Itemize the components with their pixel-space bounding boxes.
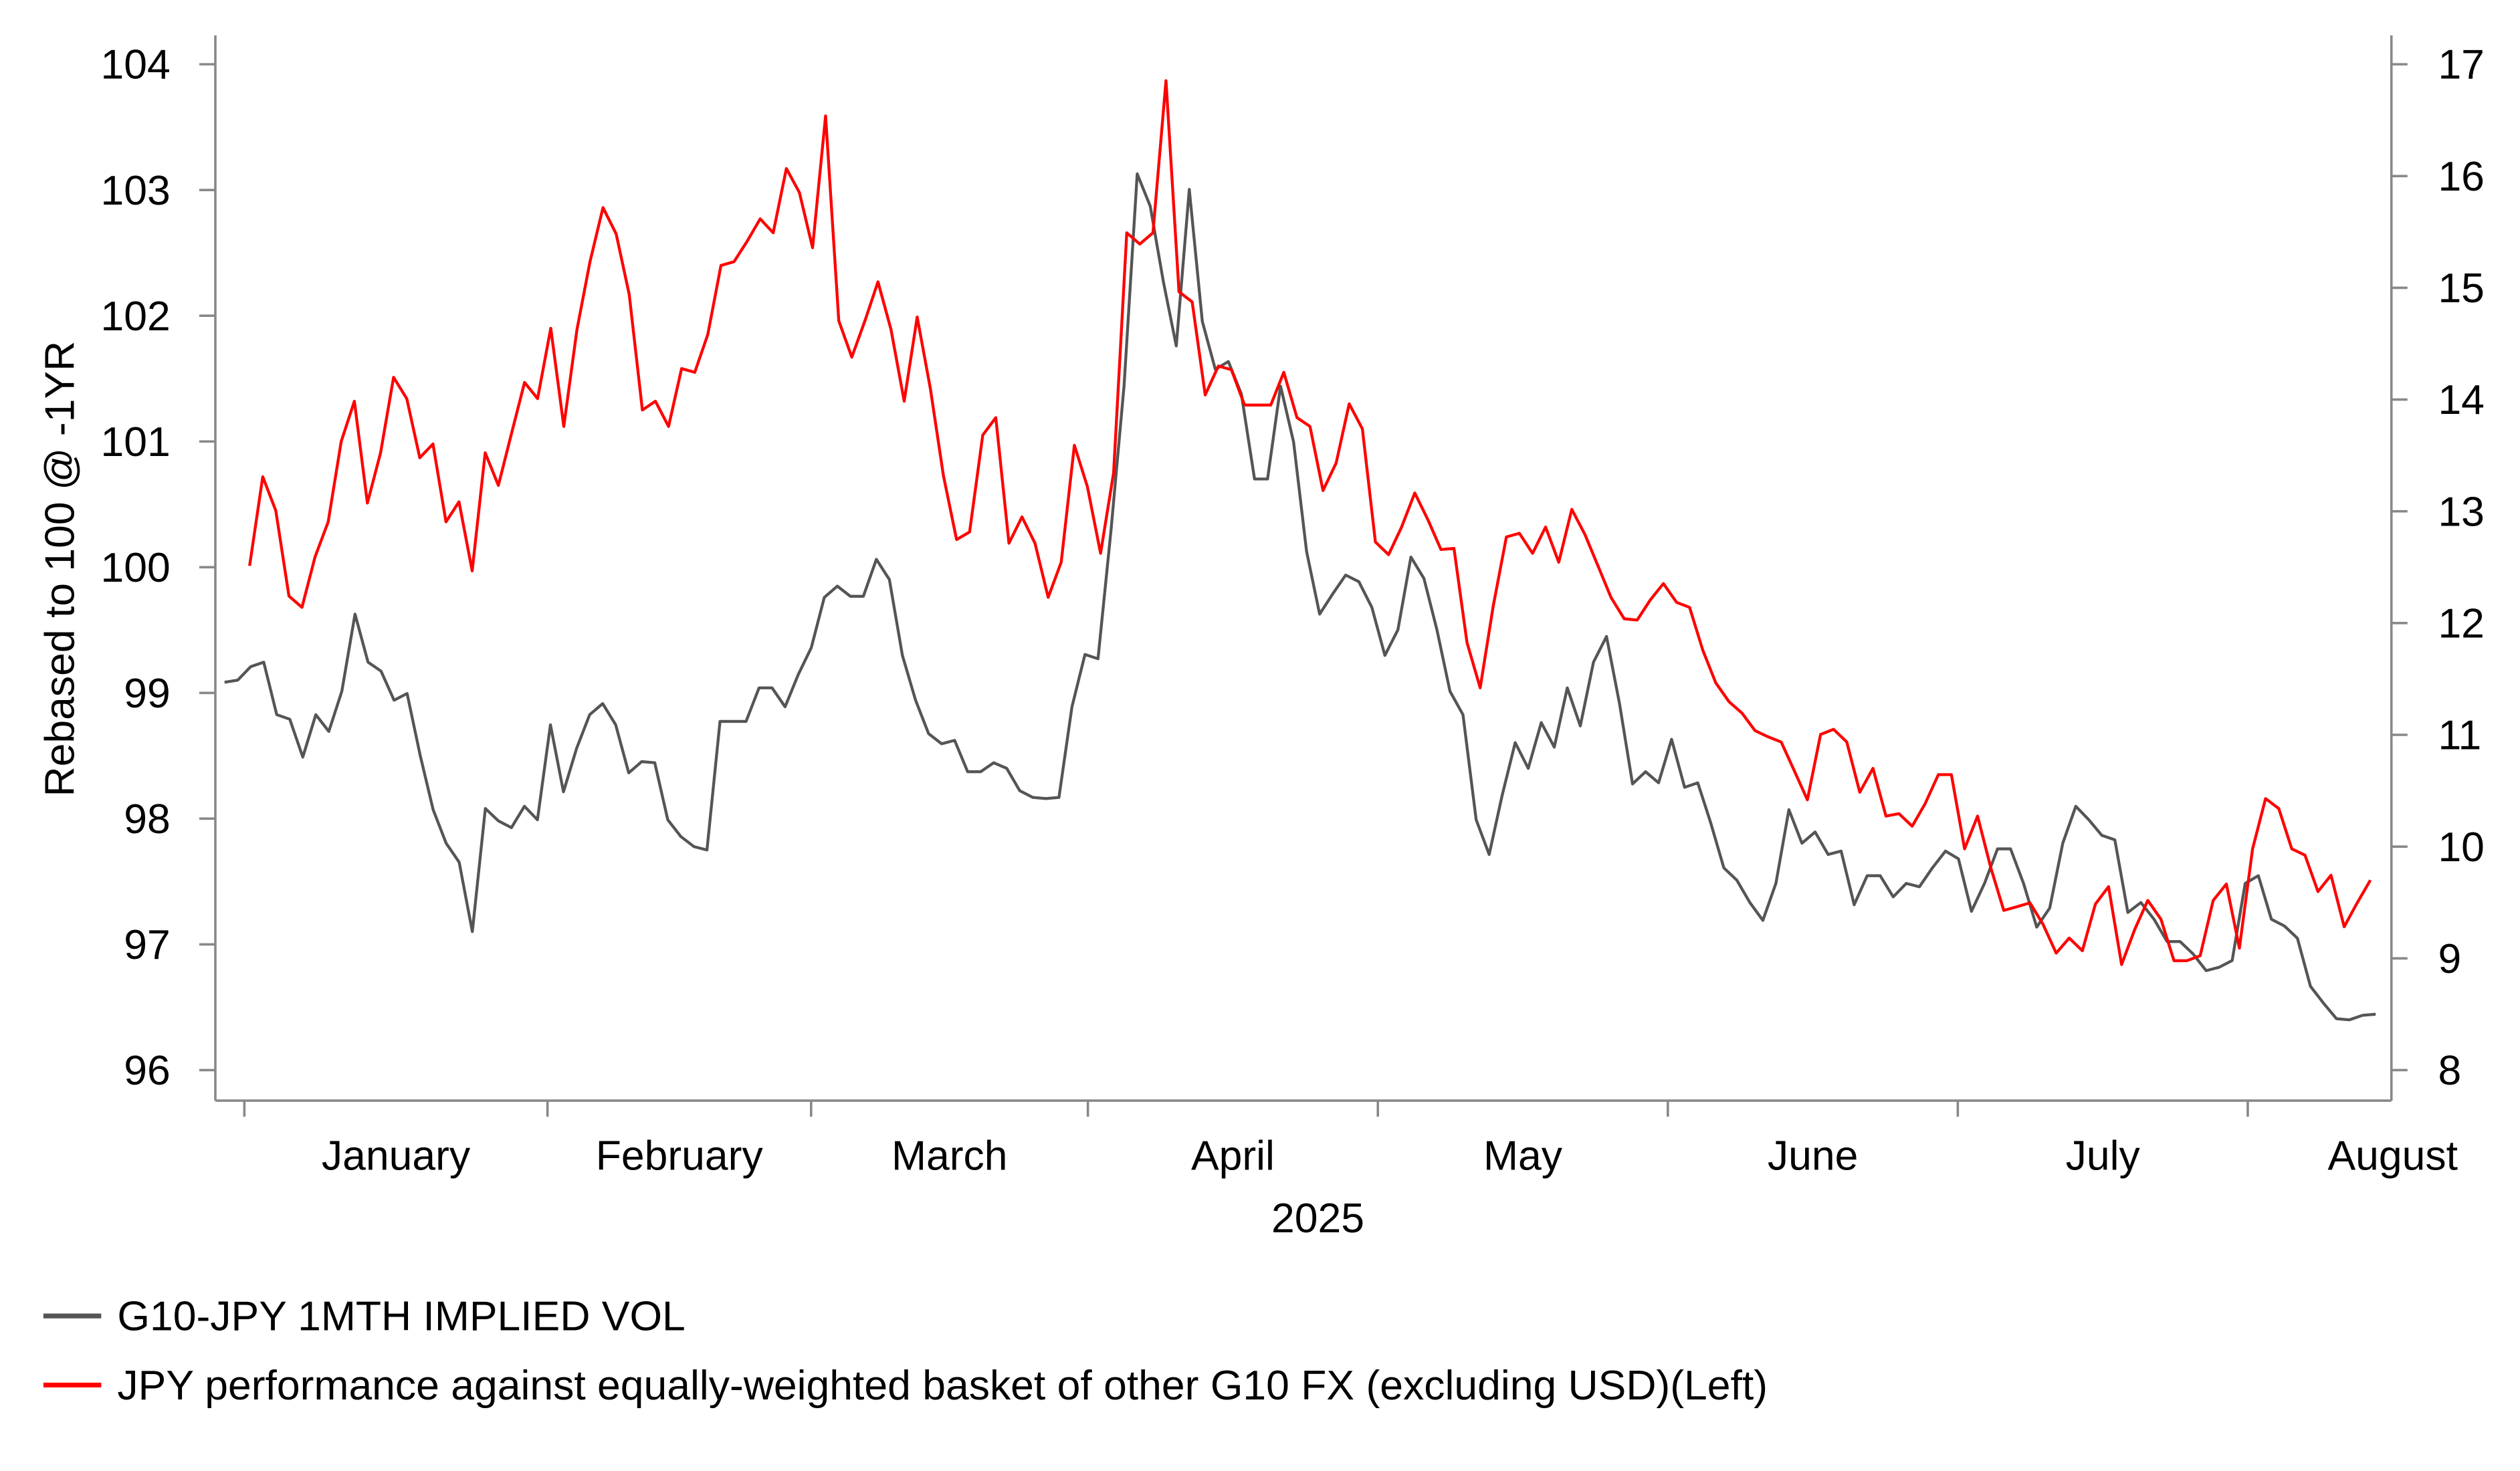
series-line-implied-vol — [224, 172, 2376, 1022]
right-tick-label: 15 — [2438, 265, 2484, 312]
y-axis-title-left: Rebased to 100 @ -1YR — [37, 341, 84, 797]
left-tick-label: 101 — [100, 419, 170, 465]
right-tick-label: 9 — [2438, 935, 2461, 982]
right-tick-label: 12 — [2438, 600, 2484, 647]
right-tick-label: 10 — [2438, 824, 2484, 871]
legend-label-jpy: JPY performance against equally-weighted… — [117, 1362, 1768, 1409]
month-label: March — [891, 1132, 1008, 1179]
right-tick-label: 11 — [2438, 712, 2481, 759]
month-label: May — [1483, 1132, 1563, 1179]
left-tick-label: 99 — [124, 670, 170, 717]
month-label: July — [2066, 1132, 2141, 1179]
left-y-ticks: 96 97 98 99 100 101 102 103 104 — [100, 41, 216, 1094]
month-label: April — [1191, 1132, 1275, 1179]
legend-label-vol: G10-JPY 1MTH IMPLIED VOL — [117, 1293, 685, 1340]
month-label: August — [2327, 1132, 2457, 1179]
left-tick-label: 103 — [100, 167, 170, 214]
right-tick-label: 14 — [2438, 376, 2484, 423]
left-tick-label: 98 — [124, 796, 170, 842]
right-tick-label: 16 — [2438, 153, 2484, 200]
right-tick-label: 17 — [2438, 41, 2484, 88]
left-tick-label: 102 — [100, 293, 170, 340]
legend: G10-JPY 1MTH IMPLIED VOL JPY performance… — [43, 1293, 1768, 1409]
left-tick-label: 104 — [100, 41, 170, 88]
right-tick-label: 13 — [2438, 488, 2484, 535]
month-label: February — [596, 1132, 764, 1179]
left-tick-label: 96 — [124, 1047, 170, 1094]
x-ticks: January February March April May June July Augu… — [243, 1101, 2458, 1179]
right-tick-label: 8 — [2438, 1047, 2461, 1094]
left-tick-label: 100 — [100, 544, 170, 591]
month-label: June — [1768, 1132, 1858, 1179]
x-axis-title: 2025 — [1271, 1195, 1364, 1242]
right-y-ticks: 8 9 10 11 12 13 14 15 16 17 — [2391, 41, 2485, 1094]
series-line-jpy-performance — [248, 79, 2372, 966]
month-label: January — [322, 1132, 471, 1179]
series-layer — [224, 79, 2376, 1022]
left-tick-label: 97 — [124, 921, 170, 968]
